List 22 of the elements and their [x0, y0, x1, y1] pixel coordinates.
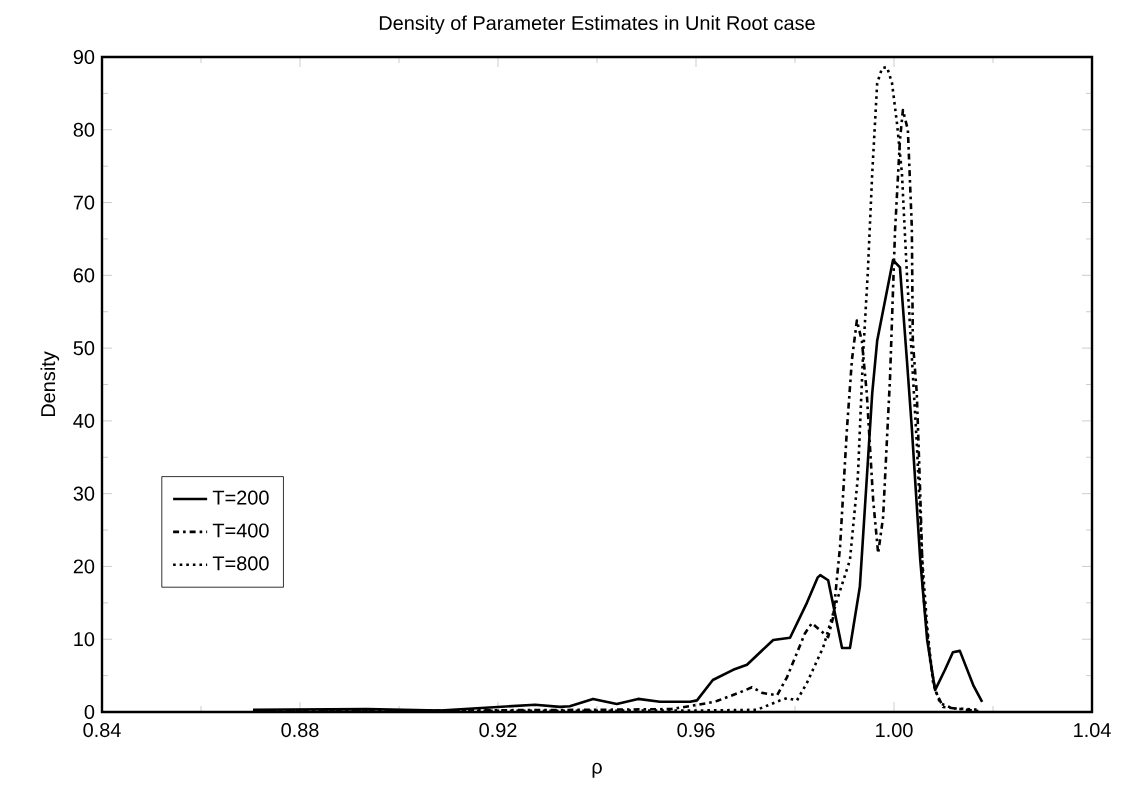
y-tick-label: 90: [73, 49, 95, 65]
y-tick-label: 80: [73, 122, 95, 137]
x-tick-label: 0.88: [281, 723, 319, 738]
legend-label: T=800: [212, 556, 269, 571]
x-tick-label: 0.96: [677, 723, 715, 738]
x-tick-label: 0.84: [83, 723, 121, 738]
chart-title: Density of Parameter Estimates in Unit Root case: [379, 15, 815, 34]
x-tick-label: 1.04: [1074, 723, 1111, 738]
y-axis-title: Density: [40, 351, 60, 417]
y-tick-label: 50: [73, 341, 95, 356]
legend-label: T=200: [212, 490, 269, 505]
y-tick-label: 40: [73, 413, 95, 428]
x-axis-title: ρ: [592, 762, 602, 778]
y-tick-label: 30: [73, 486, 95, 501]
x-tick-label: 0.92: [479, 723, 517, 738]
y-tick-label: 10: [74, 632, 95, 647]
x-tick-label: 1.00: [876, 723, 913, 738]
legend-label: T=400: [212, 523, 269, 538]
y-tick-label: 60: [73, 268, 95, 283]
y-tick-label: 0: [84, 704, 95, 720]
y-tick-label: 70: [73, 195, 95, 210]
y-tick-label: 20: [73, 559, 95, 574]
